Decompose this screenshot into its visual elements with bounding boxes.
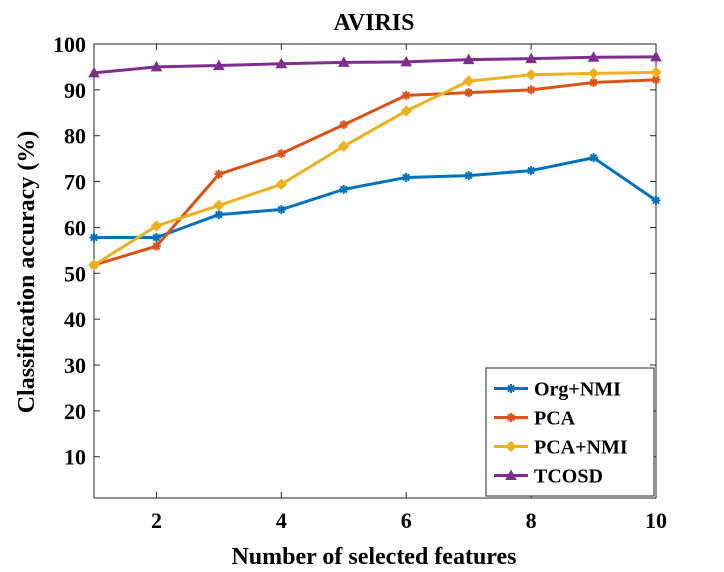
data-point bbox=[525, 52, 537, 64]
data-point bbox=[213, 59, 225, 71]
data-point bbox=[650, 50, 662, 62]
plot-area: 10 20 30 40 50 60 70 80 90 100 2 4 6 8 10 bbox=[53, 32, 667, 533]
y-tick-label: 100 bbox=[53, 32, 86, 57]
x-tick-label: 8 bbox=[526, 508, 537, 533]
data-point bbox=[589, 78, 599, 88]
data-point bbox=[214, 169, 224, 179]
data-point bbox=[275, 57, 288, 69]
data-point bbox=[337, 56, 350, 67]
data-point bbox=[587, 67, 600, 80]
x-axis-label: Number of selected features bbox=[231, 544, 516, 570]
series-line-2 bbox=[93, 78, 657, 267]
y-tick-label: 20 bbox=[64, 399, 86, 424]
data-point bbox=[462, 75, 475, 87]
data-point bbox=[151, 233, 161, 243]
x-tick-label: 2 bbox=[151, 508, 162, 533]
y-tick-label: 50 bbox=[64, 261, 86, 286]
y-axis-label: Classification accuracy (%) bbox=[14, 131, 40, 414]
data-point bbox=[401, 172, 411, 182]
data-point bbox=[589, 153, 599, 163]
x-tick-label: 4 bbox=[276, 508, 287, 533]
data-point bbox=[151, 241, 161, 251]
data-point bbox=[462, 53, 475, 65]
legend-swatch-marker bbox=[505, 469, 517, 480]
data-point bbox=[276, 205, 286, 215]
y-tick-label: 80 bbox=[64, 124, 86, 149]
legend-entry-label: PCA bbox=[534, 408, 576, 430]
data-point bbox=[150, 220, 163, 232]
x-tick-label: 6 bbox=[401, 508, 412, 533]
legend-entry-label: PCA+NMI bbox=[534, 437, 628, 459]
data-point bbox=[88, 66, 100, 78]
y-tick-label: 70 bbox=[64, 170, 86, 195]
series-line-1 bbox=[94, 156, 657, 240]
data-point bbox=[339, 120, 349, 130]
data-point bbox=[400, 105, 412, 117]
y-tick-label: 40 bbox=[64, 307, 86, 332]
data-point bbox=[88, 259, 100, 271]
data-point bbox=[526, 166, 536, 176]
series-line-3 bbox=[93, 70, 657, 267]
data-point bbox=[464, 171, 474, 181]
chart-title: AVIRIS bbox=[334, 10, 415, 36]
data-point bbox=[587, 51, 600, 62]
y-tick-label: 30 bbox=[64, 353, 86, 378]
data-point bbox=[275, 178, 288, 191]
data-point bbox=[338, 140, 350, 152]
legend: Org+NMI PCA PCA+NMI TCOSD bbox=[485, 367, 655, 497]
data-point bbox=[464, 88, 474, 98]
data-point bbox=[150, 60, 163, 72]
y-tick-label: 10 bbox=[64, 445, 86, 470]
x-tick-label: 10 bbox=[645, 508, 667, 533]
y-tick-label: 90 bbox=[64, 78, 86, 103]
y-tick-label: 60 bbox=[64, 215, 86, 240]
legend-entry-label: Org+NMI bbox=[534, 379, 621, 401]
data-point bbox=[339, 184, 349, 194]
series-line-4 bbox=[93, 55, 657, 75]
legend-swatch-marker bbox=[506, 384, 516, 393]
data-point bbox=[213, 199, 225, 212]
legend-swatch-marker bbox=[505, 440, 517, 453]
data-point bbox=[651, 195, 661, 205]
legend-swatch-marker bbox=[506, 413, 516, 422]
data-point bbox=[276, 149, 286, 159]
data-point bbox=[526, 85, 536, 95]
data-point bbox=[650, 66, 662, 79]
data-point bbox=[525, 69, 537, 81]
data-point bbox=[214, 210, 224, 220]
data-point bbox=[401, 90, 411, 100]
data-point bbox=[400, 55, 413, 67]
data-point bbox=[89, 233, 99, 243]
legend-entry-label: TCOSD bbox=[534, 466, 603, 488]
